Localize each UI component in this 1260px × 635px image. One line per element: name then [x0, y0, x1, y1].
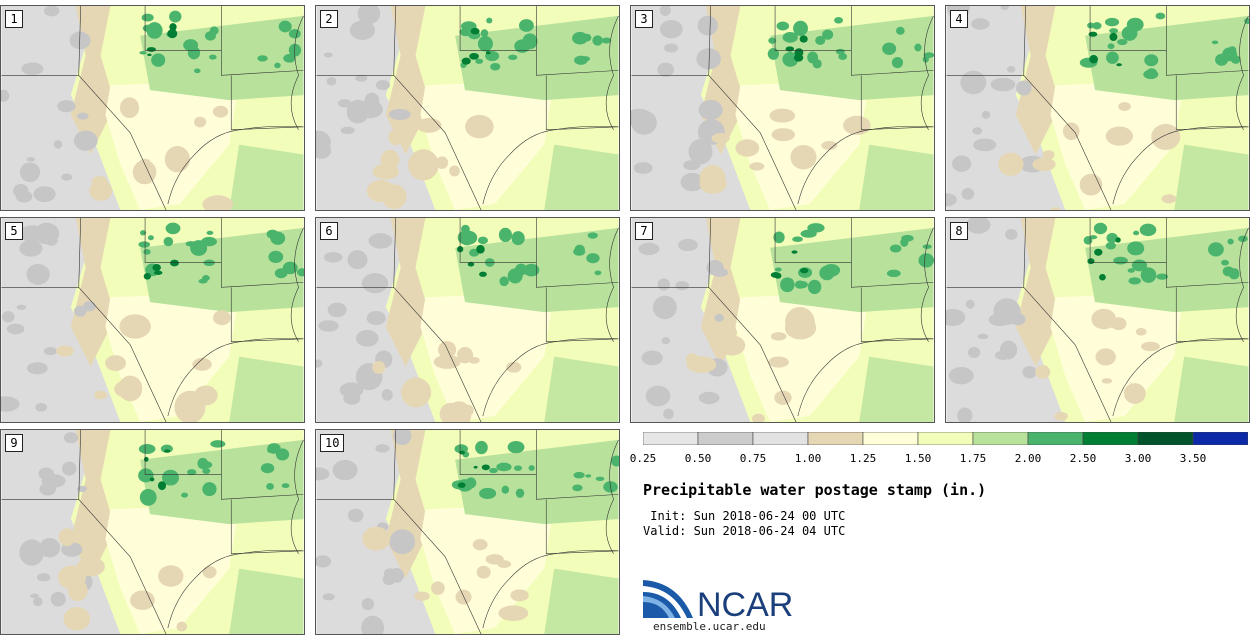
stamp-label: 5: [5, 222, 23, 240]
stamp-label: 6: [320, 222, 338, 240]
postage-stamp-map: 2: [315, 5, 620, 211]
postage-stamp-map: 8: [945, 217, 1250, 423]
colorbar-tick-label: 1.25: [849, 452, 877, 465]
postage-stamp-map: 7: [630, 217, 935, 423]
colorbar: [643, 432, 1248, 445]
colorbar-swatch: [1192, 432, 1248, 445]
logo-url: ensemble.ucar.edu: [653, 620, 766, 633]
colorbar-tick-label: 2.50: [1069, 452, 1097, 465]
colorbar-swatch: [697, 432, 754, 445]
colorbar-tick-label: 3.00: [1124, 452, 1152, 465]
valid-time: Valid: Sun 2018-06-24 04 UTC: [643, 524, 846, 538]
postage-stamp-map: 4: [945, 5, 1250, 211]
colorbar-tick-label: 2.00: [1014, 452, 1042, 465]
colorbar-tick-label: 1.75: [959, 452, 987, 465]
stamp-label: 4: [950, 10, 968, 28]
colorbar-swatch: [862, 432, 919, 445]
stamp-label: 7: [635, 222, 653, 240]
page-title: Precipitable water postage stamp (in.): [643, 481, 987, 499]
postage-stamp-map: 10: [315, 429, 620, 635]
colorbar-tick-label: 0.50: [684, 452, 712, 465]
colorbar-swatch: [972, 432, 1029, 445]
colorbar-swatch: [1082, 432, 1139, 445]
stamp-label: 3: [635, 10, 653, 28]
colorbar-swatch: [917, 432, 974, 445]
init-time: Init: Sun 2018-06-24 00 UTC: [643, 509, 846, 523]
stamp-label: 2: [320, 10, 338, 28]
colorbar-tick-label: 3.50: [1179, 452, 1207, 465]
colorbar-tick-label: 0.75: [739, 452, 767, 465]
stamp-label: 10: [320, 434, 345, 452]
colorbar-tick-label: 1.00: [794, 452, 822, 465]
colorbar-swatch: [1137, 432, 1194, 445]
colorbar-swatch: [807, 432, 864, 445]
postage-stamp-map: 6: [315, 217, 620, 423]
colorbar-swatch: [643, 432, 699, 445]
postage-stamp-map: 5: [0, 217, 305, 423]
svg-text:NCAR: NCAR: [697, 586, 793, 620]
colorbar-swatch: [1027, 432, 1084, 445]
stamp-label: 8: [950, 222, 968, 240]
colorbar-tick-label: 0.25: [629, 452, 657, 465]
colorbar-tick-label: 1.50: [904, 452, 932, 465]
postage-stamp-map: 9: [0, 429, 305, 635]
colorbar-swatch: [752, 432, 809, 445]
ncar-logo: NCAR: [643, 580, 793, 620]
postage-stamp-map: 3: [630, 5, 935, 211]
stamp-label: 9: [5, 434, 23, 452]
postage-stamp-map: 1: [0, 5, 305, 211]
stamp-label: 1: [5, 10, 23, 28]
